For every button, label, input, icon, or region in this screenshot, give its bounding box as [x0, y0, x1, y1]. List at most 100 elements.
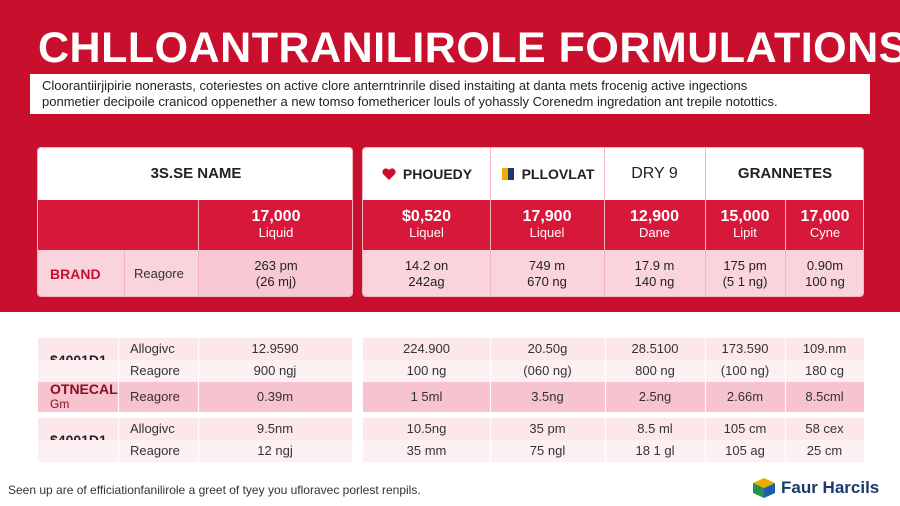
header-phouedy: PHOUEDY [363, 148, 490, 200]
lower-row-left [38, 440, 352, 462]
left-divider-2 [124, 250, 125, 296]
lower-row-left [38, 360, 352, 382]
subtitle-line-2: ponmetier decipoile cranicod oppenether … [42, 94, 778, 109]
lower-row-cell: 28.5100 [631, 341, 679, 356]
lower-row-cell: 800 ng [635, 363, 675, 378]
subtitle-box: Cloorantiirjipirie nonerasts, coterieste… [30, 74, 870, 114]
left-value-small: Liquid [258, 225, 294, 240]
lower-divider [605, 338, 606, 462]
col-1-big: $0,520 [402, 208, 451, 225]
lower-row-cell: 100 ng [406, 363, 447, 378]
cube-logo-icon [753, 478, 775, 498]
lower-row-left [38, 418, 352, 440]
col-3-small: Dane [638, 225, 671, 240]
lower-row-right [363, 338, 864, 360]
col-5-line-1: 0.90m [806, 258, 844, 273]
lower-row-cell: 18 1 gl [635, 443, 675, 458]
brand-logo: Faur Harcils [752, 477, 879, 499]
lower-row-brand: OTNECAL Gm [50, 381, 118, 412]
header-pllovlat: PLLOVLAT [490, 148, 604, 200]
lower-divider [118, 338, 119, 462]
lower-row-cell: (100 ng) [720, 363, 770, 378]
box-logo-icon [501, 168, 514, 180]
lower-row-label: Reagore [130, 443, 180, 458]
subtitle-line-1: Cloorantiirjipirie nonerasts, coterieste… [42, 78, 748, 93]
lower-row-label: Reagore [130, 389, 180, 404]
col-4-line-2: (5 1 ng) [722, 274, 768, 289]
col-3-line-1: 17.9 m [634, 258, 675, 273]
heart-logo-icon [382, 168, 396, 180]
lower-row-cell: 35 mm [406, 443, 447, 458]
col-1-line-1: 14.2 on [404, 258, 449, 273]
lower-divider [705, 338, 706, 462]
header-phouedy-label: PHOUEDY [402, 166, 473, 182]
lower-row-cell: 2.66m [726, 389, 764, 404]
left-header: 3S.SE NAME [38, 148, 352, 200]
lower-row-cell: 224.900 [403, 341, 450, 356]
left-row-line-2: (26 mj) [255, 274, 297, 289]
footer-note: Seen up are of efficiationfanilirole a g… [8, 483, 421, 497]
lower-divider [198, 338, 199, 462]
lower-row-cell: 58 cex [805, 421, 844, 436]
col-2-line-2: 670 ng [527, 274, 567, 289]
lower-row-left-value: 9.5nm [256, 421, 294, 436]
col-2-small: Liquel [529, 225, 565, 240]
lower-row-cell: (060 ng) [523, 363, 572, 378]
sub-label-cell: Reagore [124, 250, 198, 296]
header-dry9-label: DRY 9 [631, 165, 678, 182]
col-4-small: Lipit [733, 225, 757, 240]
lower-row-right [363, 440, 864, 462]
right-divider-4 [785, 200, 786, 296]
lower-row-left [38, 338, 352, 360]
lower-row-left-value: 12 ngj [257, 443, 293, 458]
lower-row-right [363, 418, 864, 440]
col-4-value: 15,000 Lipit [705, 200, 785, 250]
lower-row-label: Allogivc [130, 421, 175, 436]
lower-row-label: Allogivc [130, 341, 175, 356]
col-5-value: 17,000 Cyne [785, 200, 863, 250]
col-2-big: 17,900 [522, 208, 572, 225]
lower-row-left-value: 900 ngj [253, 363, 297, 378]
col-1-row: 14.2 on 242ag [363, 250, 490, 296]
lower-row-cell: 8.5 ml [637, 421, 673, 436]
col-3-value: 12,900 Dane [604, 200, 705, 250]
left-panel: 3S.SE NAME 17,000 Liquid BRAND Reagore 2… [37, 147, 353, 297]
lower-divider [490, 338, 491, 462]
left-row-cell: 263 pm (26 mj) [198, 250, 352, 296]
lower-row-label: Reagore [130, 363, 180, 378]
col-4-row: 175 pm (5 1 ng) [705, 250, 785, 296]
lower-row-cell: 10.5ng [406, 421, 447, 436]
lower-row-cell: 173.590 [721, 341, 769, 356]
col-2-value: 17,900 Liquel [490, 200, 604, 250]
brand-label: BRAND [50, 266, 101, 282]
right-divider-3 [705, 148, 706, 296]
lower-row-cell: 75 ngl [529, 443, 566, 458]
right-panel: PHOUEDY PLLOVLAT DRY 9 GRANNETES $0,520 … [362, 147, 864, 297]
left-header-label: 3S.SE NAME [150, 165, 242, 182]
lower-row-cell: 105 cm [723, 421, 767, 436]
col-5-row: 0.90m 100 ng [785, 250, 863, 296]
lower-row-cell: 109.nm [802, 341, 847, 356]
lower-divider [785, 338, 786, 462]
lower-row-cell: 35 pm [529, 421, 566, 436]
col-3-line-2: 140 ng [634, 274, 675, 289]
lower-row-left-value: 12.9590 [251, 341, 299, 356]
page-title: CHLLOANTRANILIROLE FORMULATIONS [38, 24, 900, 72]
lower-row-cell: 180 cg [804, 363, 845, 378]
header-grannetes-label: GRANNETES [737, 165, 833, 182]
lower-row-right [363, 382, 864, 412]
header-pllovlat-label: PLLOVLAT [521, 166, 595, 182]
col-1-small: Liquel [409, 225, 444, 240]
lower-row-cell: 3.5ng [531, 389, 564, 404]
col-1-line-2: 242ag [408, 274, 445, 289]
lower-row-cell: 1 5ml [410, 389, 443, 404]
col-3-row: 17.9 m 140 ng [604, 250, 705, 296]
lower-row-left-value: 0.39m [256, 389, 294, 404]
left-divider [198, 200, 199, 296]
lower-row-cell: 105 ag [725, 443, 765, 458]
brand-label-cell: BRAND [38, 250, 124, 296]
left-value-big: 17,000 [251, 208, 301, 225]
col-4-line-1: 175 pm [723, 258, 767, 273]
sub-label: Reagore [134, 266, 184, 281]
header-grannetes: GRANNETES [705, 148, 863, 200]
